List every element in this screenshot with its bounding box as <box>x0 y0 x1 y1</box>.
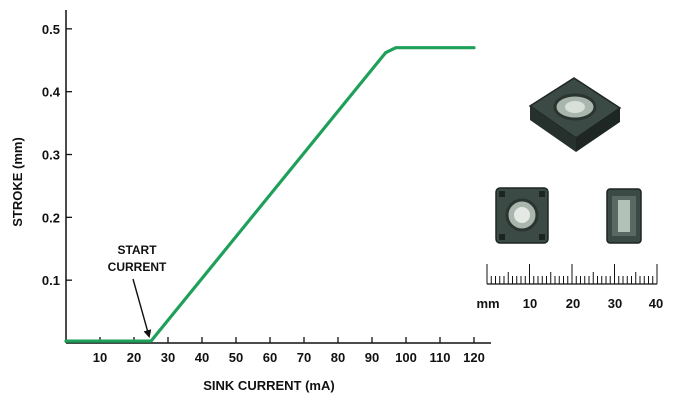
x-tick-label: 20 <box>127 350 141 365</box>
y-axis-title: STROKE (mm) <box>10 137 25 227</box>
y-tick-label: 0.2 <box>42 210 60 225</box>
scale-label-10: 10 <box>523 296 537 311</box>
actuator-photo-front <box>495 187 549 244</box>
x-axis-ticks: 10 20 30 40 50 60 70 80 90 100 110 120 <box>93 337 485 365</box>
y-tick-label: 0.5 <box>42 22 60 37</box>
x-tick-label: 120 <box>463 350 485 365</box>
series-layer <box>64 46 476 343</box>
annotation-layer: START CURRENT <box>108 243 167 339</box>
x-tick-label: 40 <box>195 350 209 365</box>
scale-label-40: 40 <box>649 296 663 311</box>
annotation-arrow <box>132 278 152 339</box>
scale-label-20: 20 <box>566 296 580 311</box>
actuator-photo-angled <box>528 77 622 152</box>
series-line <box>64 46 476 343</box>
scale-unit-label: mm <box>476 296 499 311</box>
x-tick-label: 80 <box>331 350 345 365</box>
x-tick-label: 60 <box>263 350 277 365</box>
x-tick-label: 70 <box>297 350 311 365</box>
actuator-photo-side <box>606 188 642 244</box>
y-tick-label: 0.3 <box>42 148 60 163</box>
annotation-line-current: CURRENT <box>108 260 167 274</box>
x-tick-label: 10 <box>93 350 107 365</box>
x-axis-title: SINK CURRENT (mA) <box>203 378 334 393</box>
x-tick-label: 50 <box>229 350 243 365</box>
x-tick-label: 100 <box>395 350 417 365</box>
scale-bar: mm 10 20 30 40 <box>476 264 663 311</box>
line-chart: 0.1 0.2 0.3 0.4 0.5 10 20 30 40 50 60 70 80 90 100 110… <box>10 10 491 393</box>
y-tick-label: 0.4 <box>42 85 61 100</box>
x-tick-label: 110 <box>430 350 451 365</box>
y-axis-ticks: 0.1 0.2 0.3 0.4 0.5 <box>42 22 72 288</box>
actuator-photos <box>495 77 642 244</box>
annotation-line-start: START <box>117 243 157 257</box>
y-tick-label: 0.1 <box>42 273 60 288</box>
axes <box>65 10 491 344</box>
scale-bar-ticks <box>486 264 658 284</box>
x-tick-label: 90 <box>365 350 379 365</box>
scale-label-30: 30 <box>608 296 622 311</box>
x-tick-label: 30 <box>161 350 175 365</box>
